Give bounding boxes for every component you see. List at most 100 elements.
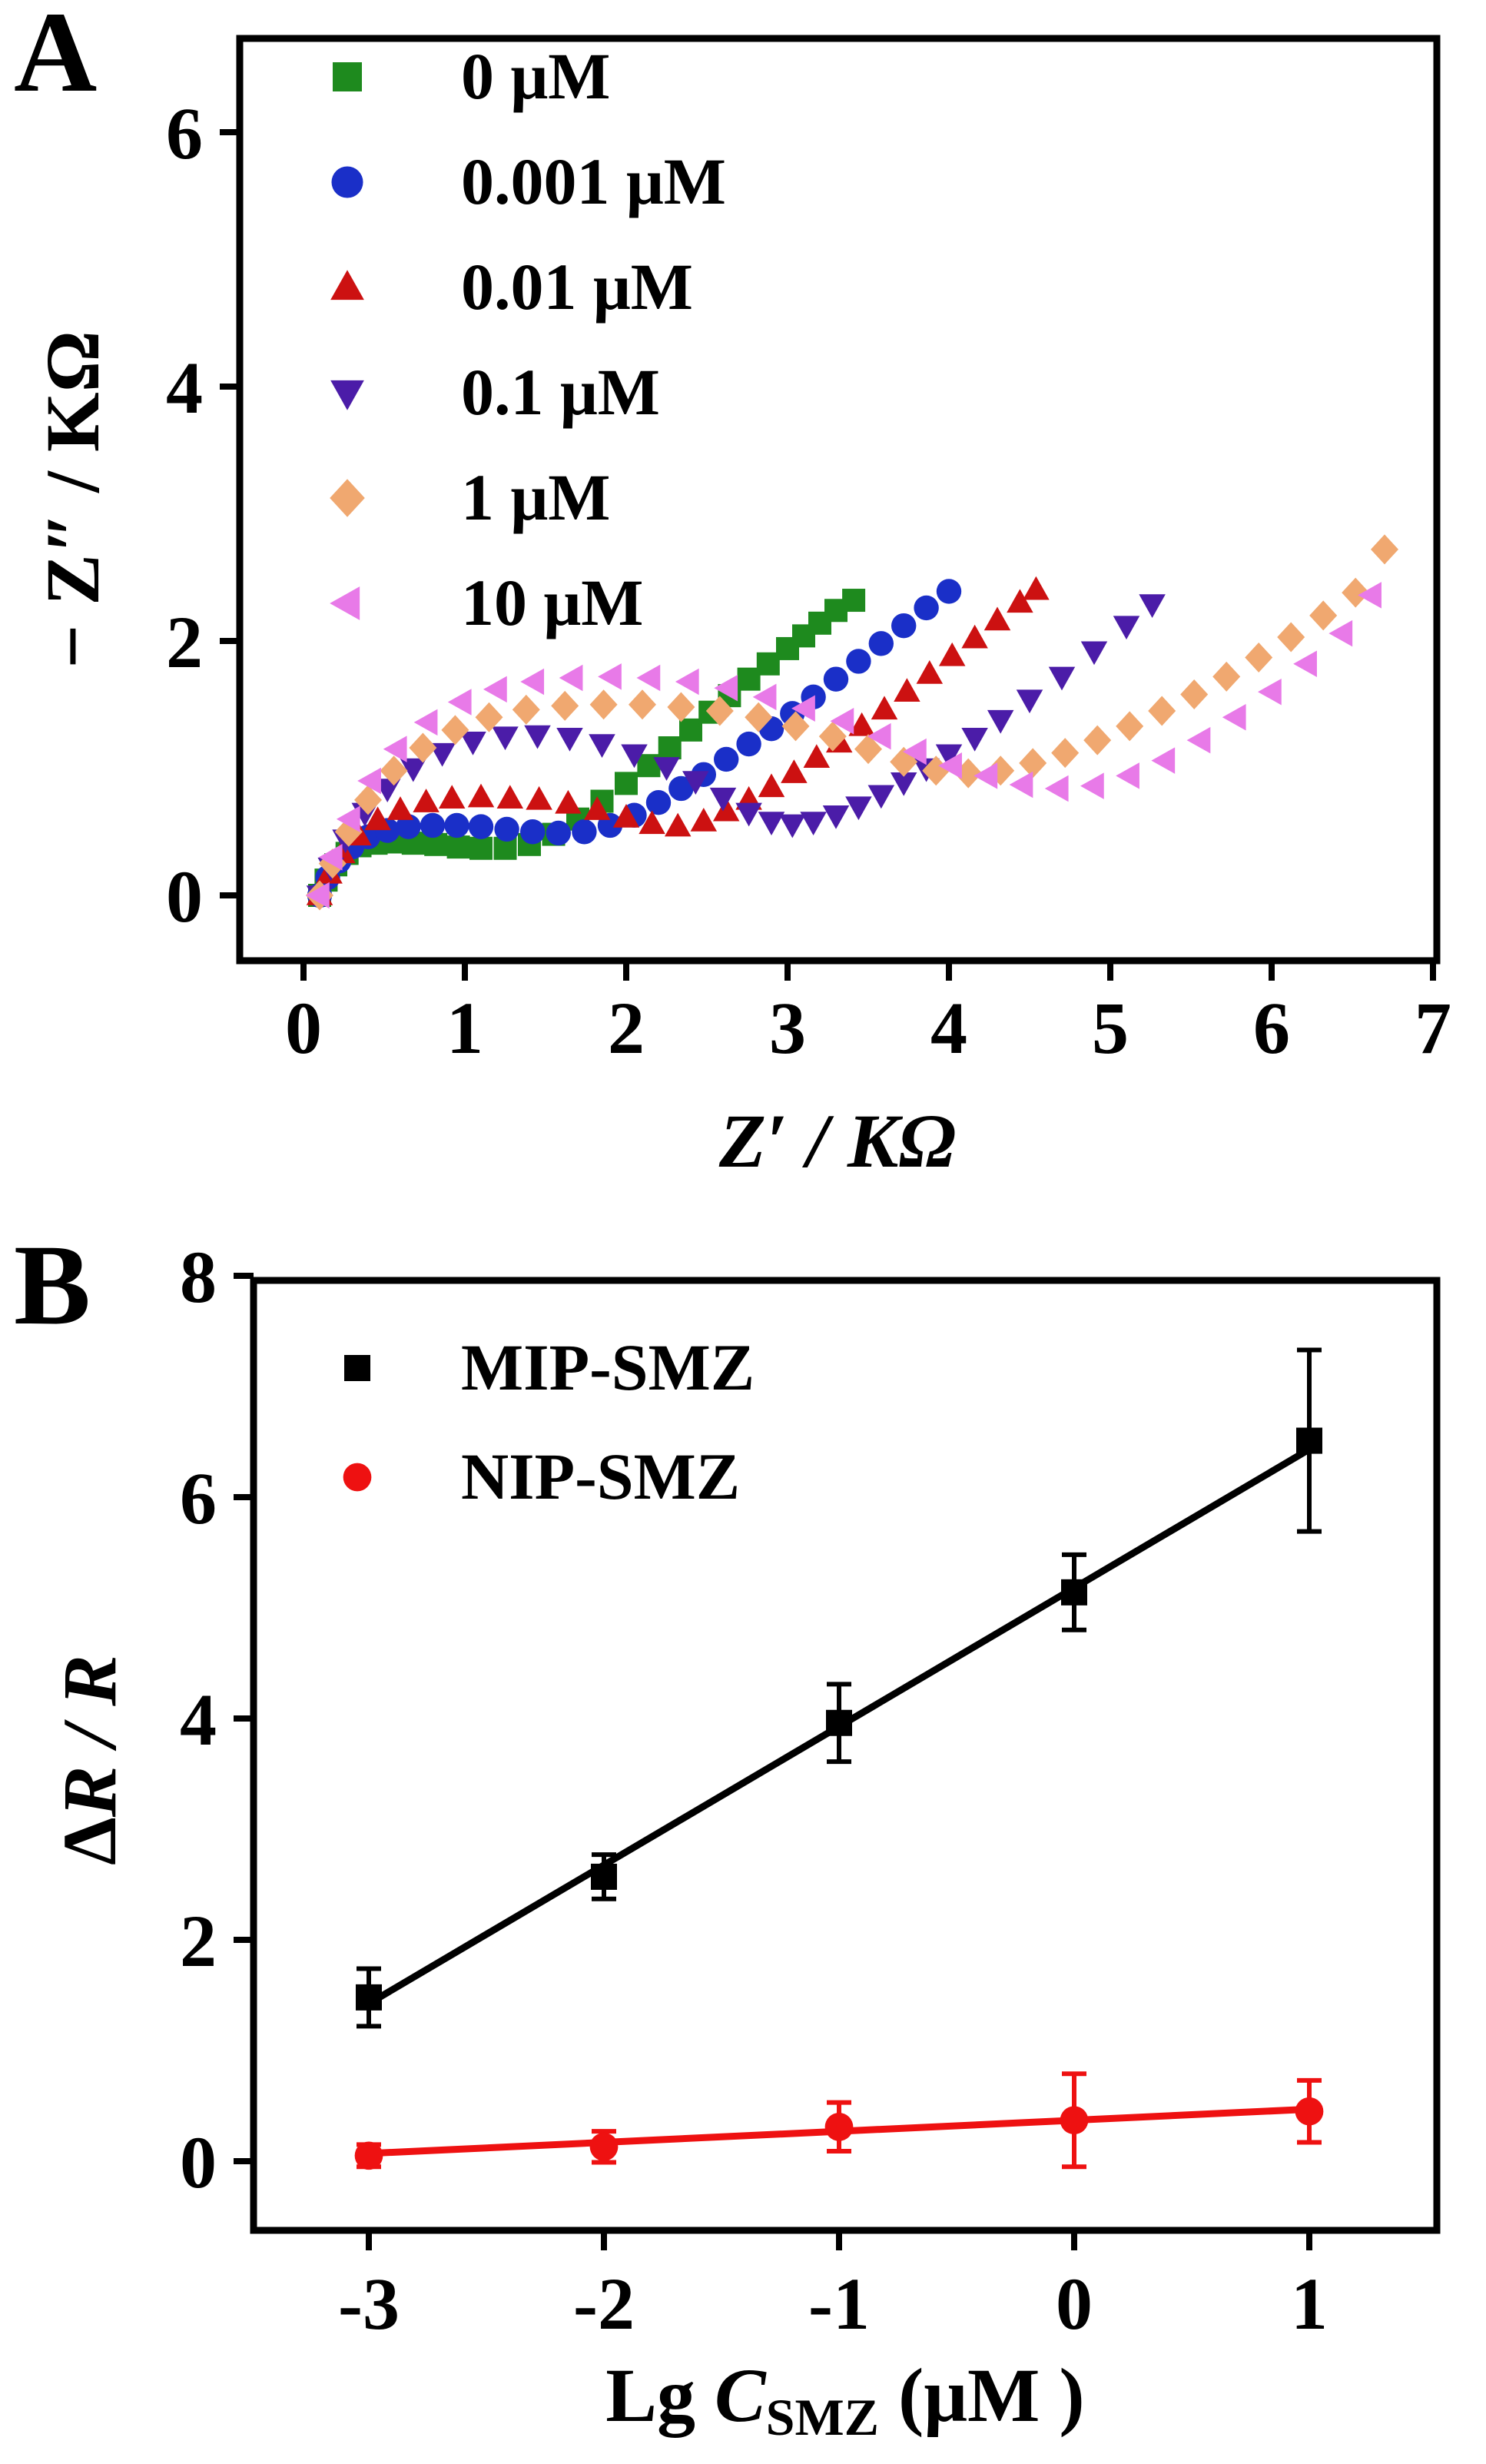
panel-a-point [914,595,939,621]
panel-b-y-axis-delta: Δ [47,1817,132,1865]
panel-a-point [1186,726,1211,754]
panel-a-point [675,668,699,696]
panel-a-point [336,805,360,832]
panel-a-legend-label: 0.001 μM [461,144,726,218]
panel-a-point [818,721,847,752]
panel-a-point [459,731,486,755]
panel-b-x-tick-label: 1 [1291,2263,1328,2345]
panel-a-point [483,676,507,703]
panel-a-point [1342,577,1370,608]
panel-b-point [356,1984,382,2011]
panel-a-point [354,785,382,815]
panel-a-plot-area [306,534,1398,911]
panel-a-point [1277,622,1305,653]
panel-b-y-tick-label: 0 [180,2121,217,2203]
panel-a-x-tick-label: 0 [285,987,322,1069]
panel-a-point [469,836,493,860]
panel-a-point [555,789,582,814]
panel-b-point [1060,2106,1089,2135]
panel-b-point [591,1863,617,1890]
panel-b-x-axis-title: Lg CSMZ (μM ) [605,2353,1084,2446]
panel-a-legend-label: 10 μM [461,566,643,639]
panel-a-point [639,810,665,835]
panel-a-point [758,773,785,798]
panel-a-point [446,835,470,859]
panel-a-point [653,757,680,781]
panel-a-point [494,816,519,842]
panel-a-point [871,696,898,720]
panel-a-point [709,787,737,812]
panel-a-point [983,606,1011,631]
panel-a-legend-marker [330,586,360,620]
panel-a-point [667,692,695,722]
panel-a-point [636,664,661,692]
panel-b-point [1296,1427,1322,1454]
panel-b-y-axis-variable: R / R [47,1655,132,1818]
panel-a-frame [236,35,1441,965]
panel-b-label: B [14,1221,91,1349]
panel-b-y-axis-title: ΔR / R [47,1655,132,1865]
panel-a-point [830,708,854,735]
panel-a-point [492,726,519,751]
panel-a-legend-label: 0.01 μM [461,250,693,324]
panel-a-legend-marker [331,166,363,198]
panel-a-point [803,744,831,769]
panel-a-point [938,752,962,779]
panel-a-point [848,712,875,736]
panel-a-legend-marker [330,479,365,517]
panel-a-point [467,783,495,808]
panel-a-point [1080,641,1108,666]
panel-a-point [745,702,773,732]
panel-a-point [546,820,571,846]
panel-a-point [1148,696,1176,726]
panel-a-point [1016,689,1043,714]
panel-a-y-ticks: 0 2 4 6 [166,92,240,938]
panel-a-point [735,802,762,827]
panel-a-point [736,731,761,757]
panel-a-y-tick-label: 6 [166,92,203,174]
panel-b-legend-marker [343,1463,372,1492]
panel-a-point [1245,643,1273,673]
panel-b-point [589,2132,619,2161]
panel-a-point [903,738,927,765]
panel-a-point [438,785,466,809]
panel-a-point [974,762,998,789]
panel-a-y-axis-title: − Z″ / KΩ [30,330,115,669]
panel-b-x-tick-label: -2 [573,2263,635,2345]
panel-a-point [1083,725,1112,755]
panel-a-point [1009,771,1033,799]
panel-a-point [1007,589,1033,613]
panel-a-point [380,755,408,786]
panel-a-point [589,689,618,720]
panel-a-point [1044,775,1069,802]
panel-a-point [318,844,343,871]
panel-a-point [936,579,962,604]
panel-a-point [916,660,944,684]
panel-b-series-0 [356,1347,1322,2029]
panel-a: A 0 1 2 3 4 5 6 7 0 2 4 6 0 μM 0.001 μM 0.01 μM 0.1 μ… [14,0,1451,1184]
panel-a-point [705,696,734,726]
panel-a-point [1151,747,1176,774]
panel-a-point [520,668,545,696]
panel-b-y-tick-label: 2 [180,1900,217,1982]
panel-a-point [1328,619,1353,647]
panel-b-x-ticks: -3 -2 -1 0 1 [338,2230,1328,2345]
panel-a-point [846,649,871,674]
panel-a-point [800,812,827,836]
panel-a-point [714,674,738,702]
panel-a-point [1358,582,1382,609]
panel-a-point [1113,616,1140,640]
panel-a-point [867,722,891,750]
panel-a-point [756,652,780,676]
panel-a-point [512,694,540,725]
panel-a-point [867,785,895,809]
panel-b-frame [250,1277,1441,2234]
panel-a-point [551,690,579,721]
panel-a-point [668,775,694,802]
panel-a-point [1212,661,1241,692]
panel-b-x-tick-label: -1 [808,2263,870,2345]
panel-a-point [714,746,739,772]
panel-a-point [621,744,648,769]
panel-a-x-ticks: 0 1 2 3 4 5 6 7 [285,961,1451,1069]
